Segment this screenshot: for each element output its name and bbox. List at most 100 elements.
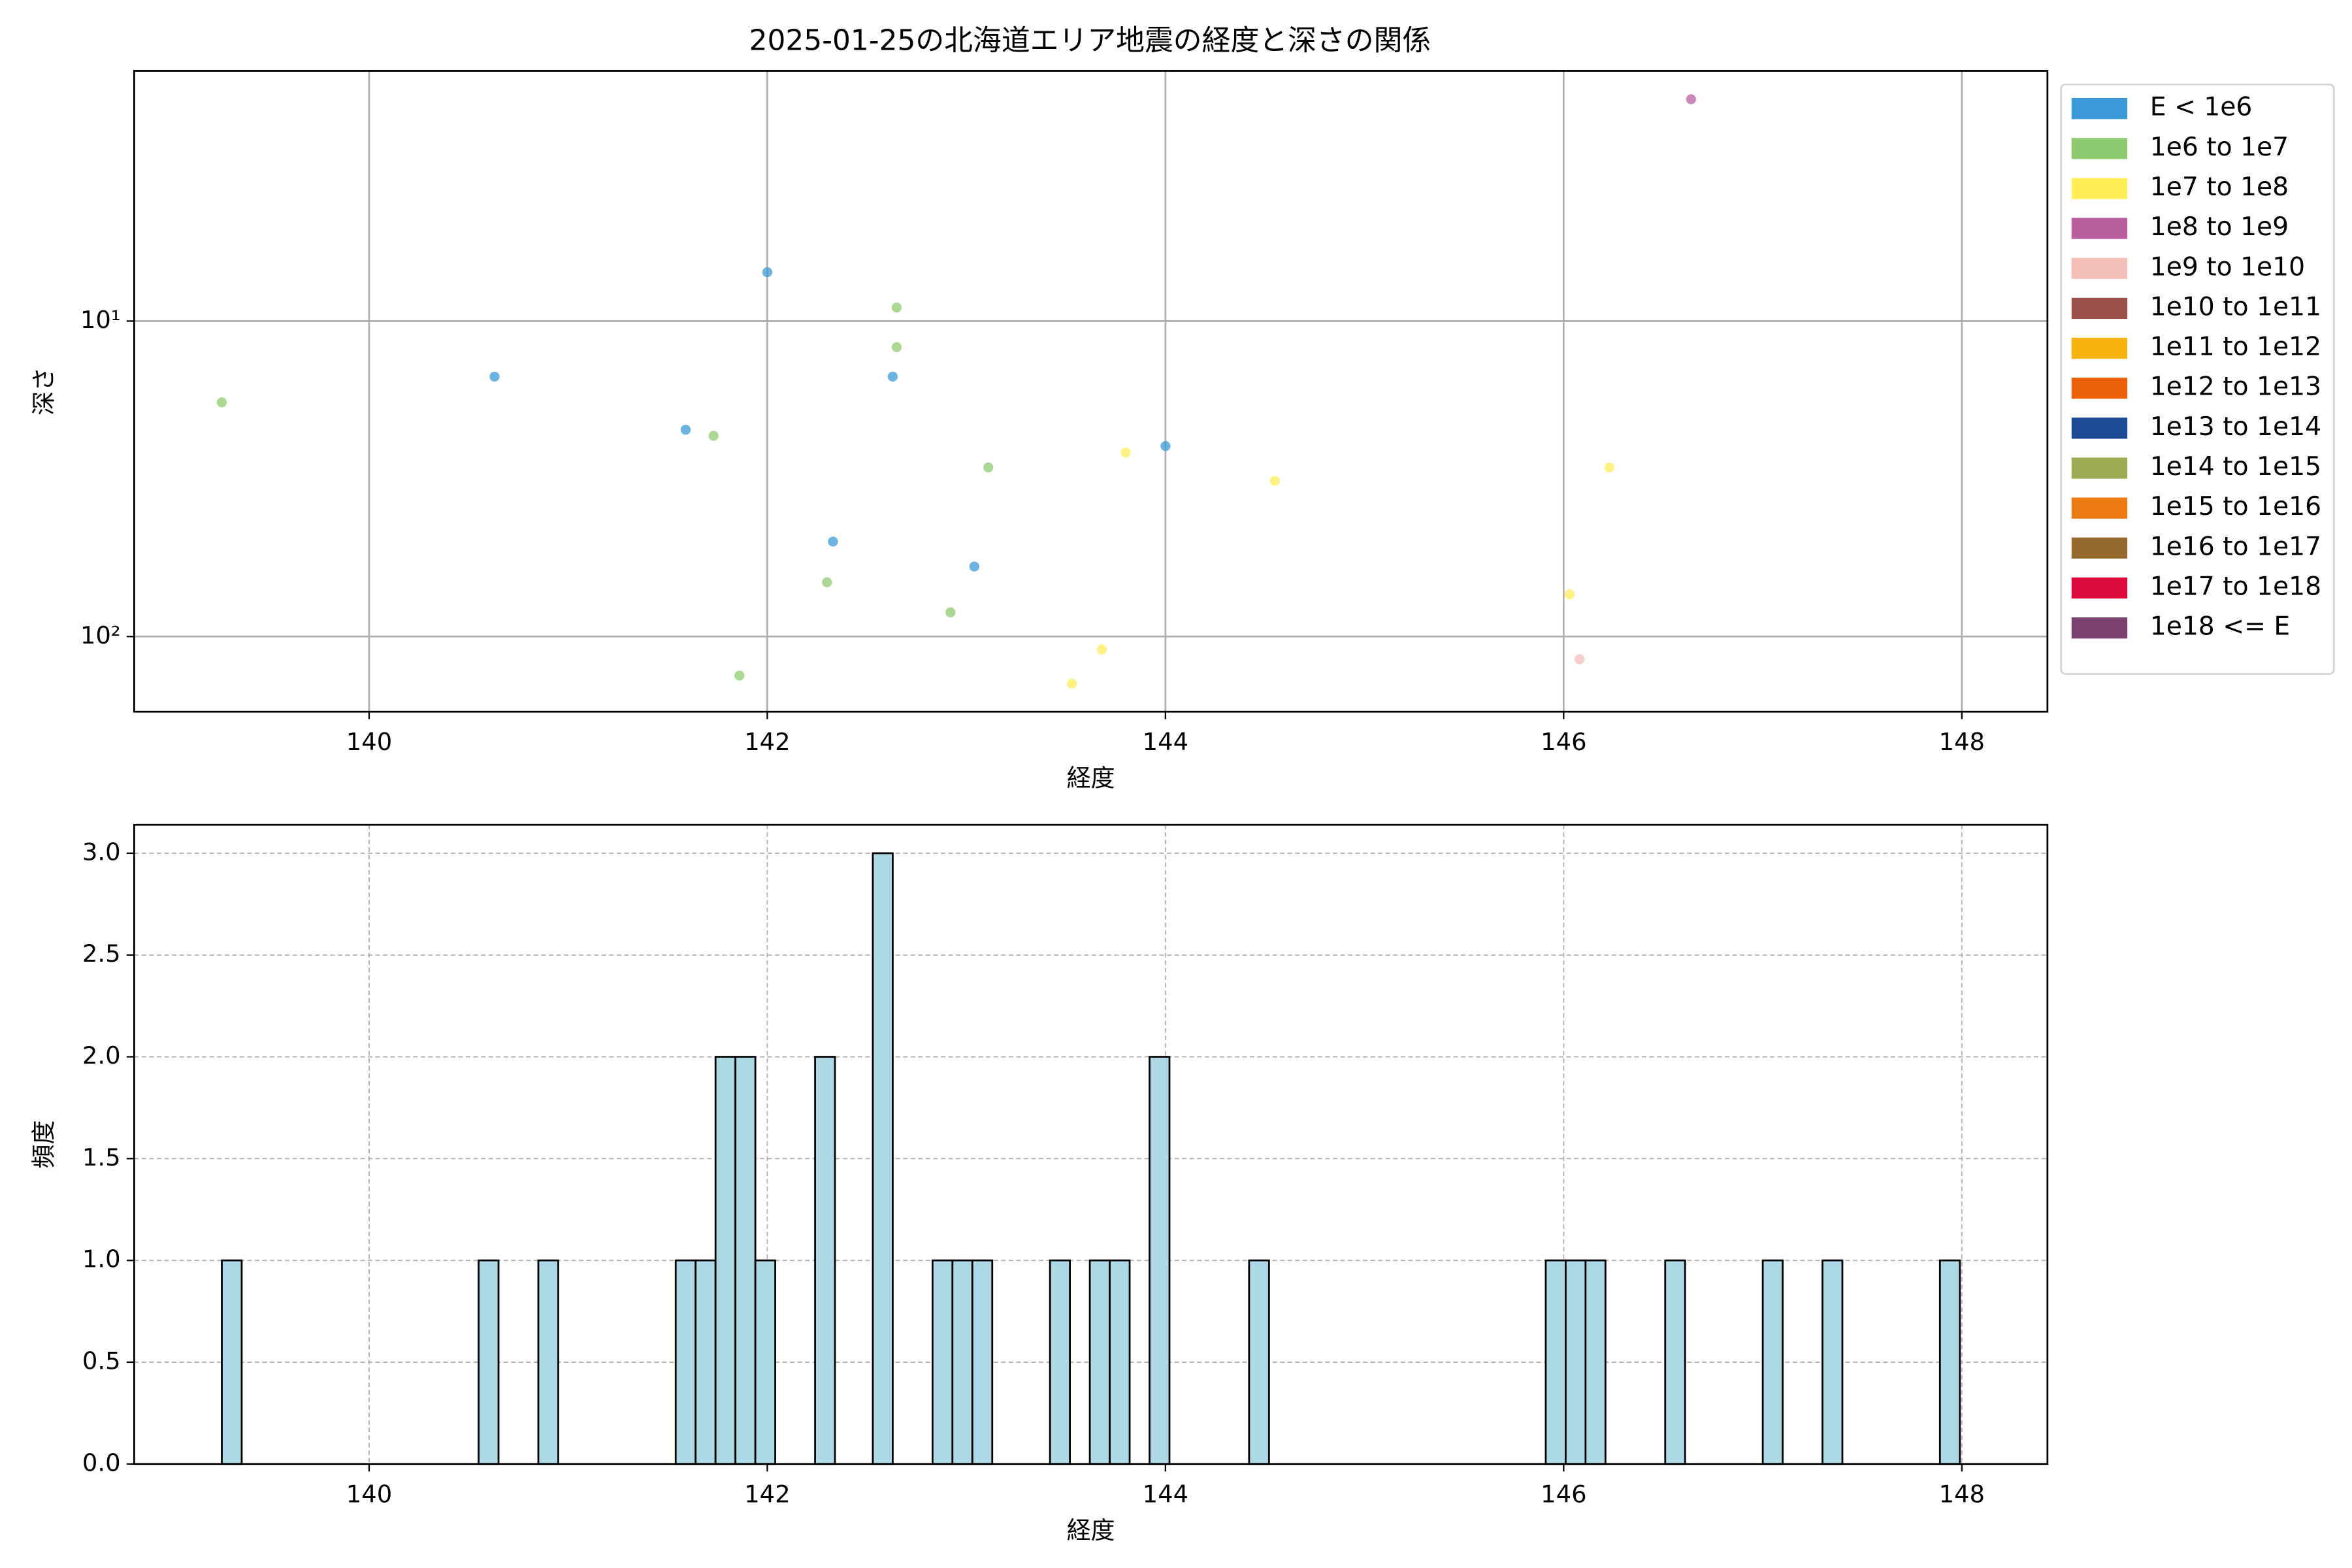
- x-tick-label: 146: [1541, 1480, 1586, 1509]
- x-axis-label: 経度: [1067, 1516, 1115, 1544]
- histogram-bar: [1149, 1056, 1171, 1465]
- scatter-point: [945, 607, 956, 617]
- scatter-point: [734, 670, 745, 681]
- x-tick-label: 146: [1541, 728, 1586, 756]
- y-tick-label: 2.0: [82, 1041, 121, 1070]
- legend-label: 1e7 to 1e8: [2150, 172, 2289, 202]
- legend-swatch: [2071, 98, 2128, 120]
- x-tick-label: 140: [346, 728, 392, 756]
- x-tick-label: 144: [1143, 728, 1188, 756]
- legend-swatch: [2071, 178, 2128, 199]
- y-tick-label: 0.5: [82, 1347, 121, 1375]
- legend-label: 1e6 to 1e7: [2150, 133, 2289, 162]
- legend-swatch: [2071, 537, 2128, 559]
- histogram-bar: [1248, 1259, 1270, 1465]
- histogram-bar: [1088, 1259, 1111, 1465]
- y-axis-label: 頻度: [30, 1120, 58, 1169]
- legend-swatch: [2071, 257, 2128, 279]
- scatter-point: [1067, 678, 1077, 689]
- histogram-bar: [674, 1259, 697, 1465]
- scatter-point: [1575, 654, 1585, 664]
- histogram-bar: [951, 1259, 973, 1465]
- histogram-bar: [1544, 1259, 1567, 1465]
- histogram-bar: [814, 1056, 836, 1465]
- histogram-bar: [754, 1259, 777, 1465]
- histogram-bar: [1584, 1259, 1607, 1465]
- scatter-point: [680, 425, 691, 435]
- legend-label: 1e8 to 1e9: [2150, 212, 2289, 242]
- histogram-bar: [1109, 1259, 1131, 1465]
- x-tick-label: 148: [1939, 728, 1985, 756]
- legend-label: 1e11 to 1e12: [2150, 333, 2321, 362]
- legend-label: 1e16 to 1e17: [2150, 532, 2321, 561]
- scatter-point: [1686, 94, 1696, 105]
- y-tick-label: 1.5: [82, 1143, 121, 1171]
- scatter-point: [489, 371, 500, 382]
- legend-swatch: [2071, 138, 2128, 159]
- histogram-bar: [714, 1056, 737, 1465]
- legend-swatch: [2071, 417, 2128, 439]
- histogram-bar: [537, 1259, 559, 1465]
- chart-title: 2025-01-25の北海道エリア地震の経度と深さの関係: [749, 24, 1431, 57]
- histogram-bar: [931, 1259, 954, 1465]
- scatter-point: [216, 397, 227, 408]
- x-tick-label: 148: [1939, 1480, 1985, 1509]
- scatter-point: [762, 267, 773, 278]
- legend-swatch: [2071, 378, 2128, 399]
- x-tick-label: 140: [346, 1480, 392, 1509]
- histogram-bar: [734, 1056, 757, 1465]
- legend-label: 1e17 to 1e18: [2150, 572, 2321, 602]
- legend-label: 1e10 to 1e11: [2150, 292, 2321, 321]
- legend-label: E < 1e6: [2150, 93, 2253, 122]
- scatter-point: [1604, 462, 1615, 473]
- histogram-bar: [1049, 1259, 1071, 1465]
- histogram-bar: [1664, 1259, 1686, 1465]
- scatter-point: [983, 462, 994, 473]
- histogram-bar: [1565, 1259, 1587, 1465]
- plot-frame: [133, 70, 2049, 713]
- scatter-point: [891, 342, 902, 353]
- legend-label: 1e13 to 1e14: [2150, 412, 2321, 442]
- scatter-point: [1120, 448, 1131, 458]
- scatter-point: [1096, 644, 1107, 655]
- y-tick-label: 0.0: [82, 1448, 121, 1477]
- x-tick-label: 142: [744, 728, 790, 756]
- legend-label: 1e9 to 1e10: [2150, 252, 2305, 282]
- y-tick-label: 10¹: [80, 306, 121, 334]
- x-axis-label: 経度: [1067, 764, 1115, 792]
- y-tick-label: 2.5: [82, 939, 121, 968]
- y-axis-label: 深さ: [30, 367, 58, 416]
- histogram-bar: [221, 1259, 243, 1465]
- scatter-point: [828, 536, 838, 547]
- legend-swatch: [2071, 297, 2128, 319]
- legend-label: 1e18 <= E: [2150, 612, 2290, 642]
- histogram-bar: [1821, 1259, 1844, 1465]
- scatter-point: [969, 561, 979, 572]
- legend-label: 1e14 to 1e15: [2150, 452, 2321, 482]
- legend-label: 1e15 to 1e16: [2150, 492, 2321, 521]
- legend-swatch: [2071, 577, 2128, 599]
- legend-swatch: [2071, 617, 2128, 639]
- legend-label: 1e12 to 1e13: [2150, 372, 2321, 402]
- y-tick-label: 3.0: [82, 838, 121, 866]
- histogram-bar: [1938, 1259, 1961, 1465]
- legend-swatch: [2071, 218, 2128, 239]
- histogram-bar: [971, 1259, 994, 1465]
- scatter-point: [822, 577, 832, 587]
- histogram-bar: [1761, 1259, 1784, 1465]
- scatter-point: [1564, 589, 1575, 600]
- legend-box: [2060, 84, 2335, 675]
- histogram-bar: [478, 1259, 500, 1465]
- legend-swatch: [2071, 337, 2128, 359]
- y-tick-label: 10²: [80, 621, 121, 649]
- legend-swatch: [2071, 457, 2128, 479]
- scatter-point: [887, 371, 898, 382]
- legend-swatch: [2071, 497, 2128, 519]
- scatter-point: [1269, 476, 1281, 486]
- y-tick-label: 1.0: [82, 1245, 121, 1273]
- plot-frame: [133, 823, 2049, 1465]
- x-tick-label: 142: [744, 1480, 790, 1509]
- histogram-bar: [872, 852, 894, 1465]
